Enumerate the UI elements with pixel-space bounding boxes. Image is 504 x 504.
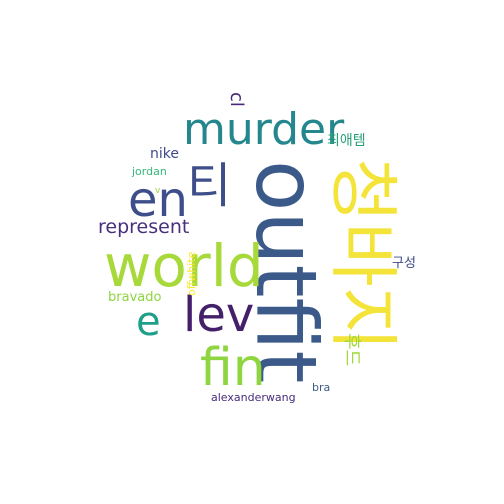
word-bra: bra [312, 381, 331, 394]
word-e: e [136, 299, 161, 345]
word-jordan: jordan [132, 165, 167, 178]
word-offwhite: offwhite [185, 251, 198, 296]
word-nike: nike [150, 146, 179, 162]
word-ti: 티 [187, 158, 232, 214]
word-murder: murder [183, 104, 345, 155]
word-alexanderwang: alexanderwang [211, 391, 296, 404]
word-hood: 후드 [341, 333, 362, 367]
word-chungbaji: 청바지 [322, 158, 404, 352]
word-cl: cl [226, 92, 247, 107]
word-en: en [128, 172, 188, 228]
word-world: world [104, 232, 264, 300]
word-bravado: bravado [108, 290, 162, 305]
word-v: v [155, 186, 161, 196]
word-lev: lev [183, 287, 255, 343]
word-represent: represent [98, 216, 190, 238]
word-choiaetem: 최애템 [327, 133, 366, 149]
word-fin: fin [200, 338, 266, 398]
word-gusung: 구성 [392, 256, 416, 271]
